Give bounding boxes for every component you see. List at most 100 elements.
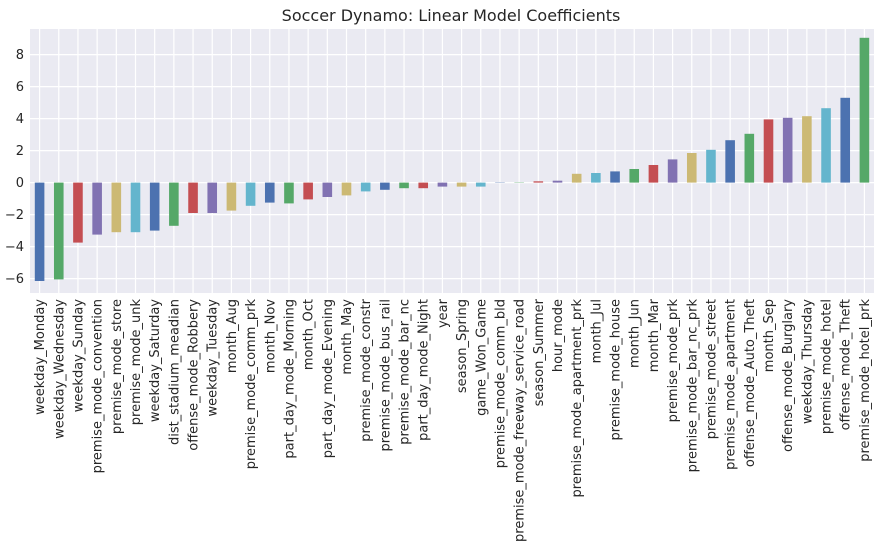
bar-month-mar bbox=[648, 165, 659, 183]
bar-premise-mode-bar-nc-prk bbox=[686, 153, 697, 183]
x-tick-label: dist_stadium_meadian bbox=[167, 299, 182, 445]
y-tick-label: 6 bbox=[16, 80, 24, 95]
bar-month-jun bbox=[629, 169, 640, 183]
x-tick-label: weekday_Monday bbox=[33, 299, 48, 415]
y-axis: −6 −4 −2 0 2 4 6 8 bbox=[5, 48, 24, 287]
y-tick-label: 4 bbox=[16, 112, 24, 127]
x-tick-label: season_Spring bbox=[455, 299, 470, 393]
bar-premise-mode-convention bbox=[92, 182, 102, 235]
bars bbox=[34, 37, 870, 281]
x-tick-label: part_day_mode_Night bbox=[417, 299, 432, 441]
bar-premise-mode-constr bbox=[360, 182, 371, 192]
x-tick-label: premise_mode_convention bbox=[91, 299, 106, 473]
x-tick-label: premise_mode_bar_nc_prk bbox=[685, 299, 700, 473]
bar-part-day-mode-evening bbox=[322, 182, 333, 197]
x-tick-label: offense_mode_Burglary bbox=[781, 299, 796, 452]
x-tick-label: premise_mode_comm_prk bbox=[244, 299, 259, 470]
x-tick-label: hour_mode bbox=[551, 299, 566, 372]
bar-premise-mode-bar-nc bbox=[399, 182, 409, 189]
x-tick-label: offense_mode_Robbery bbox=[187, 299, 202, 451]
x-tick-label: premise_mode_unk bbox=[129, 299, 144, 426]
x-tick-label: premise_mode_apartment bbox=[724, 299, 739, 470]
bar-season-spring bbox=[456, 182, 467, 187]
bar-month-sep bbox=[763, 119, 774, 183]
x-tick-label: premise_mode_house bbox=[609, 299, 624, 440]
bar-month-aug bbox=[226, 182, 237, 211]
bar-premise-mode-apartment-prk bbox=[571, 173, 582, 183]
bar-offense-mode-auto-theft bbox=[744, 133, 755, 183]
x-tick-label: weekday_Wednesday bbox=[52, 299, 67, 439]
x-tick-label: weekday_Sunday bbox=[71, 299, 86, 413]
bar-month-jul bbox=[591, 173, 601, 183]
x-tick-label: part_day_mode_Morning bbox=[282, 299, 297, 459]
x-tick-label: season_Summer bbox=[532, 298, 547, 406]
bar-month-may bbox=[341, 182, 352, 196]
bar-premise-mode-bus-rail bbox=[380, 182, 390, 190]
x-tick-label: month_May bbox=[340, 299, 355, 375]
chart-title: Soccer Dynamo: Linear Model Coefficients bbox=[282, 6, 621, 25]
x-tick-label: premise_mode_prk bbox=[666, 299, 681, 423]
bar-part-day-mode-night bbox=[418, 182, 429, 189]
bar-part-day-mode-morning bbox=[284, 182, 294, 204]
bar-offense-mode-theft bbox=[840, 97, 851, 183]
bar-season-summer bbox=[533, 181, 544, 183]
x-tick-label: premise_mode_bar_nc bbox=[398, 299, 413, 445]
bar-weekday-saturday bbox=[149, 182, 160, 231]
x-tick-label: part_day_mode_Evening bbox=[321, 299, 336, 458]
x-tick-label: premise_mode_constr bbox=[359, 298, 374, 441]
y-tick-label: −2 bbox=[5, 208, 24, 223]
x-tick-label: month_Jun bbox=[628, 299, 643, 368]
bar-premise-mode-house bbox=[610, 171, 620, 183]
y-tick-label: −6 bbox=[5, 272, 24, 287]
bar-weekday-tuesday bbox=[207, 182, 218, 213]
bar-premise-mode-hotel-prk bbox=[859, 37, 870, 183]
x-tick-label: month_Mar bbox=[647, 298, 662, 372]
bar-month-oct bbox=[303, 182, 313, 200]
x-tick-label: month_Oct bbox=[302, 299, 317, 370]
x-tick-label: weekday_Saturday bbox=[148, 299, 163, 422]
x-tick-label: premise_mode_apartment_prk bbox=[570, 299, 585, 498]
x-tick-label: offense_mode_Theft bbox=[839, 299, 854, 430]
x-tick-label: premise_mode_store bbox=[110, 299, 125, 434]
x-tick-label: weekday_Tuesday bbox=[206, 299, 221, 417]
x-tick-label: month_Sep bbox=[762, 299, 777, 372]
bar-premise-mode-unk bbox=[130, 182, 141, 233]
x-tick-label: month_Jul bbox=[589, 299, 604, 363]
bar-offense-mode-burglary bbox=[782, 117, 793, 183]
x-tick-label: game_Won_Game bbox=[474, 299, 489, 416]
x-tick-label: premise_mode_street bbox=[704, 299, 719, 439]
x-tick-label: premise_mode_hotel_prk bbox=[858, 299, 873, 462]
bar-hour-mode bbox=[552, 180, 563, 183]
bar-premise-mode-comm-prk bbox=[245, 182, 256, 206]
bar-dist-stadium-meadian bbox=[169, 182, 179, 226]
bar-premise-mode-prk bbox=[667, 159, 678, 183]
bar-premise-mode-street bbox=[706, 149, 716, 183]
x-tick-label: year bbox=[436, 298, 451, 328]
y-tick-label: 2 bbox=[16, 144, 24, 159]
bar-premise-mode-apartment bbox=[725, 140, 735, 183]
bar-year bbox=[437, 182, 448, 187]
x-tick-label: weekday_Thursday bbox=[800, 299, 815, 424]
x-tick-label: offense_mode_Auto_Theft bbox=[743, 299, 758, 467]
x-tick-label: premise_mode_comm_bld bbox=[493, 299, 508, 468]
bar-premise-mode-store bbox=[111, 182, 122, 233]
bar-weekday-wednesday bbox=[53, 182, 64, 280]
y-tick-label: 8 bbox=[16, 48, 24, 63]
x-axis: weekday_Monday weekday_Wednesday weekday_S… bbox=[33, 298, 873, 542]
bar-weekday-thursday bbox=[802, 116, 812, 183]
bar-premise-mode-hotel bbox=[821, 108, 831, 183]
x-tick-label: premise_mode_hotel bbox=[820, 299, 835, 434]
x-tick-label: month_Aug bbox=[225, 299, 240, 373]
bar-weekday-monday bbox=[34, 182, 45, 281]
y-tick-label: 0 bbox=[16, 176, 24, 191]
x-tick-label: premise_mode_freeway_service_road bbox=[513, 299, 528, 542]
bar-weekday-sunday bbox=[73, 182, 83, 243]
bar-offense-mode-robbery bbox=[188, 182, 198, 213]
bar-game-won-game bbox=[475, 182, 486, 187]
x-tick-label: premise_mode_bus_rail bbox=[378, 299, 393, 452]
y-tick-label: −4 bbox=[5, 240, 24, 255]
x-tick-label: month_Nov bbox=[263, 299, 278, 373]
bar-month-nov bbox=[264, 182, 275, 203]
